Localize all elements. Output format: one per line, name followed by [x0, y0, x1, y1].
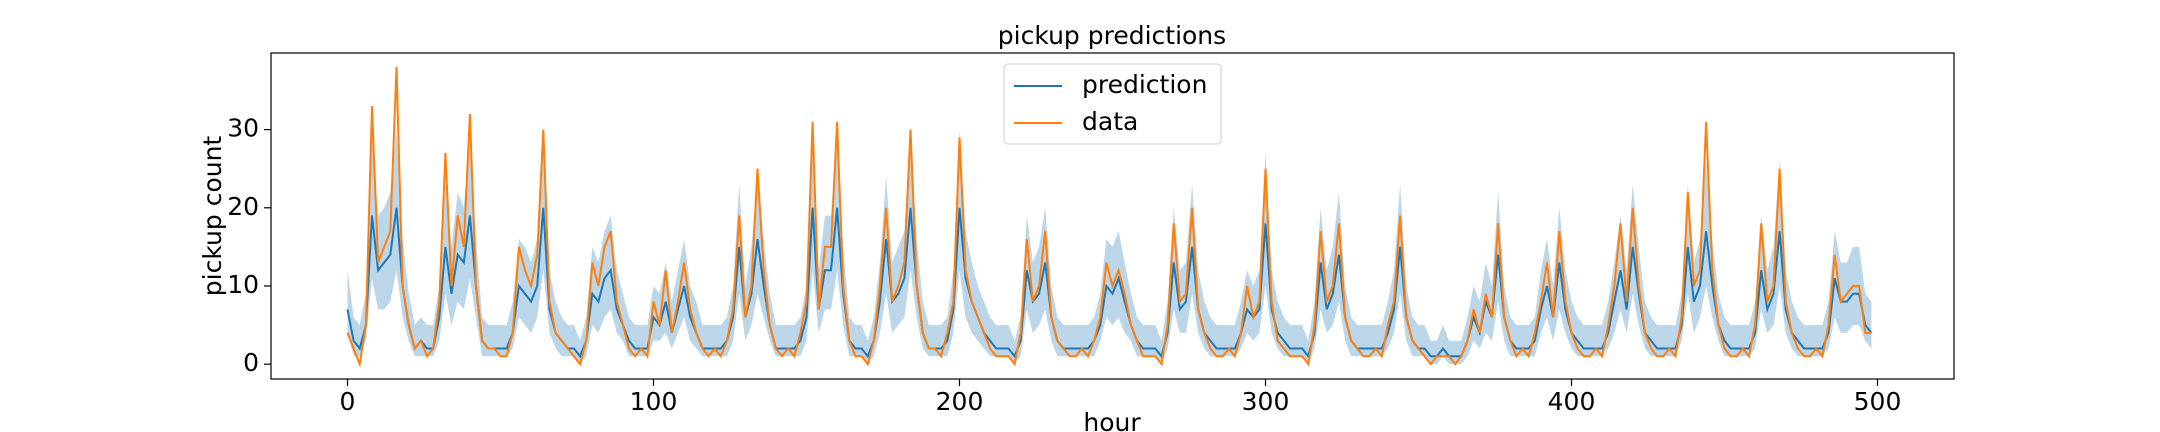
plot-frame [270, 52, 1955, 380]
y-tick-label: 20 [227, 192, 259, 221]
x-tick-label: 400 [1548, 387, 1596, 416]
x-tick-label: 200 [936, 387, 984, 416]
y-axis-label: pickup count [198, 136, 227, 297]
series-line [346, 207, 1873, 359]
confidence-band [347, 129, 1872, 365]
x-axis-label: hour [1083, 408, 1141, 432]
x-tick-label: 100 [630, 387, 678, 416]
x-tick-label: 500 [1854, 387, 1902, 416]
legend: prediction data [1003, 63, 1222, 145]
y-tick-label: 0 [243, 348, 259, 377]
x-tick-label: 300 [1242, 387, 1290, 416]
y-tick-label: 10 [227, 270, 259, 299]
x-tick-label: 0 [340, 387, 356, 416]
y-tick-label: 30 [227, 114, 259, 143]
chart-title: pickup predictions [998, 21, 1226, 50]
series-line [346, 67, 1872, 368]
legend-label: prediction [1082, 70, 1207, 99]
legend-label: data [1082, 107, 1138, 136]
